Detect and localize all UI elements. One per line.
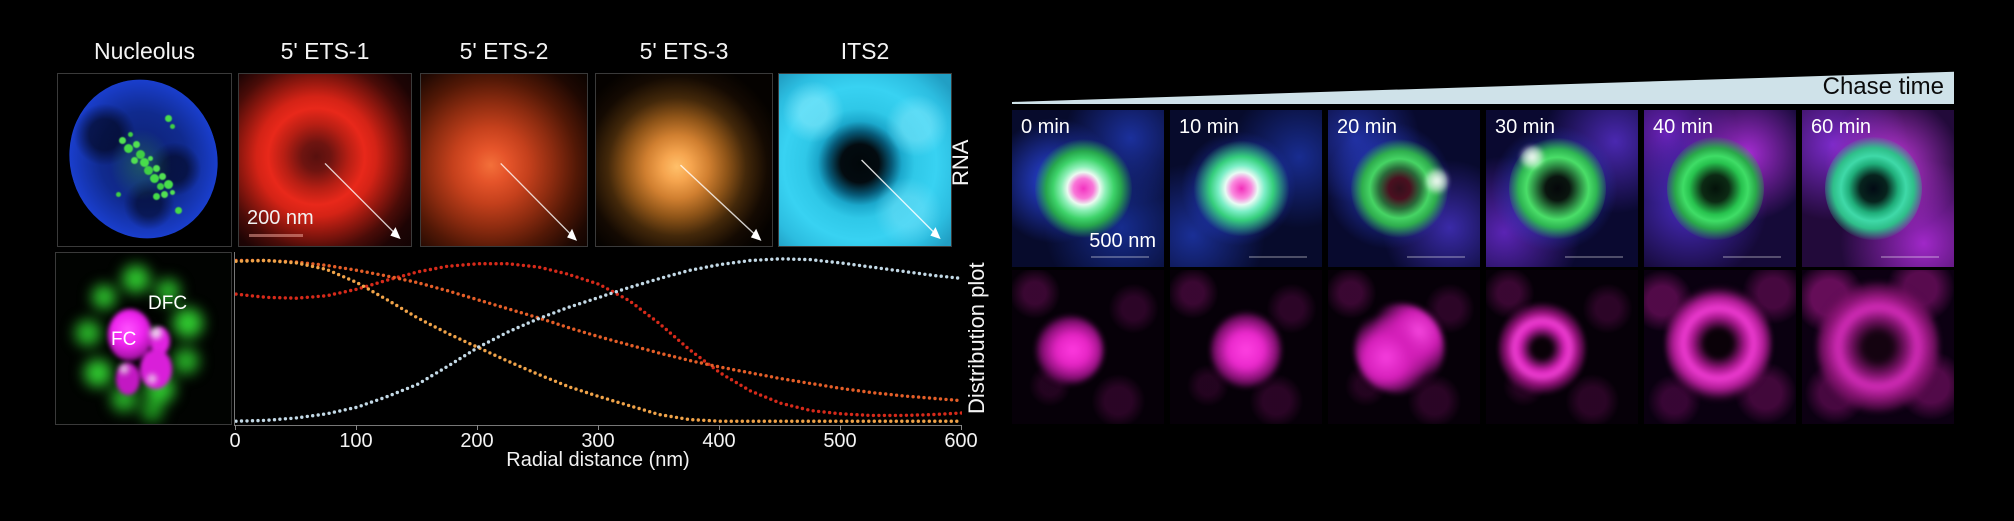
column-label-its2: ITS2 xyxy=(840,38,890,64)
nascent-rna-panel-40min xyxy=(1644,270,1796,424)
5ets2-fish-panel xyxy=(420,73,588,247)
scale-bar-500nm xyxy=(1881,256,1940,258)
x-tick-label: 300 xyxy=(581,430,615,452)
dfc-fc-inset-panel: DFC FC xyxy=(55,252,232,425)
scale-bar-label-500nm: 500 nm xyxy=(1089,230,1156,252)
nascent-rna-panel-0min xyxy=(1012,270,1164,424)
dfc-label: DFC xyxy=(148,293,188,314)
x-tick-label: 200 xyxy=(460,430,494,452)
nucleolus-green-speckles xyxy=(58,74,63,79)
x-tick-label: 600 xyxy=(944,430,978,452)
tick-mark xyxy=(719,425,720,430)
column-label-nucleolus: Nucleolus xyxy=(94,38,195,64)
row-label-distribution-plot: Distribution plot xyxy=(964,262,989,415)
fbl-b23-panel-60min: 60 min xyxy=(1802,110,1954,267)
x-tick-label: 0 xyxy=(229,430,241,452)
fbl-b23-panel-0min: 0 min 500 nm xyxy=(1012,110,1164,267)
time-label-0min: 0 min xyxy=(1021,116,1070,138)
nucleolus-green-glow xyxy=(109,129,173,202)
white-overlap-patch xyxy=(1519,144,1546,169)
scale-bar-500nm xyxy=(1565,256,1624,258)
distribution-plot-svg xyxy=(235,257,962,423)
overlap-white-spots xyxy=(56,253,64,261)
fbl-b23-panel-40min: 40 min xyxy=(1644,110,1796,267)
its2-fish-panel xyxy=(778,73,952,247)
tick-mark xyxy=(477,425,478,430)
scale-bar-500nm xyxy=(1091,256,1150,258)
tick-mark xyxy=(235,425,236,430)
scale-bar-500nm xyxy=(1249,256,1308,258)
annotation-arrow-icon xyxy=(324,162,401,240)
x-tick-label: 400 xyxy=(702,430,736,452)
annotation-arrow-icon xyxy=(861,159,941,240)
annotation-arrow-icon xyxy=(679,164,762,241)
nascent-rna-signal xyxy=(1817,282,1939,412)
fc-label: FC xyxy=(111,329,137,350)
time-label-60min: 60 min xyxy=(1811,116,1872,138)
nascent-rna-signal xyxy=(1355,303,1444,394)
x-axis-label: Radial distance (nm) xyxy=(506,449,690,471)
nascent-rna-signal xyxy=(1665,285,1772,403)
annotation-arrow-icon xyxy=(500,162,578,241)
white-overlap-patch xyxy=(1425,166,1450,195)
fc-magenta-blobs xyxy=(108,309,152,361)
row-label-rna: RNA xyxy=(948,139,973,187)
scale-bar-500nm xyxy=(1723,256,1782,258)
tick-mark xyxy=(840,425,841,430)
column-label-5ets2: 5' ETS-2 xyxy=(459,38,549,64)
5ets3-fish-panel xyxy=(595,73,773,247)
nascent-rna-panel-20min xyxy=(1328,270,1480,424)
time-label-20min: 20 min xyxy=(1337,116,1398,138)
nascent-rna-panel-60min xyxy=(1802,270,1954,424)
column-label-5ets3: 5' ETS-3 xyxy=(639,38,729,64)
column-label-5ets1: 5' ETS-1 xyxy=(280,38,370,64)
scale-bar-200nm xyxy=(249,234,303,237)
fc-dfc-ring xyxy=(1666,136,1765,241)
fc-dfc-ring xyxy=(1192,136,1291,241)
scale-bar-label-200nm: 200 nm xyxy=(247,207,314,229)
fbl-b23-panel-20min: 20 min xyxy=(1328,110,1480,267)
nucleolus-micrograph xyxy=(57,73,232,247)
time-label-30min: 30 min xyxy=(1495,116,1556,138)
distribution-plot xyxy=(234,252,962,426)
time-label-40min: 40 min xyxy=(1653,116,1714,138)
chase-time-wedge: Chase time xyxy=(1012,71,1954,104)
time-label-10min: 10 min xyxy=(1179,116,1240,138)
x-tick-label: 100 xyxy=(339,430,373,452)
nascent-rna-signal xyxy=(1211,313,1281,388)
chase-time-label: Chase time xyxy=(1822,73,1944,100)
5ets1-fish-panel: 200 nm xyxy=(238,73,412,247)
fc-dfc-ring xyxy=(1824,136,1923,241)
tick-mark xyxy=(961,425,962,430)
x-axis-ticks: 0 100 200 300 400 500 600 xyxy=(229,425,978,452)
tick-mark xyxy=(356,425,357,430)
nascent-rna-signal xyxy=(1036,316,1104,384)
tick-mark xyxy=(598,425,599,430)
nascent-rna-panel-30min xyxy=(1486,270,1638,424)
fbl-b23-panel-30min: 30 min xyxy=(1486,110,1638,267)
nascent-rna-panel-10min xyxy=(1170,270,1322,424)
fbl-b23-panel-10min: 10 min xyxy=(1170,110,1322,267)
nascent-rna-signal xyxy=(1498,300,1587,397)
x-tick-label: 500 xyxy=(823,430,857,452)
scale-bar-500nm xyxy=(1407,256,1466,258)
fc-dfc-ring xyxy=(1034,136,1133,241)
